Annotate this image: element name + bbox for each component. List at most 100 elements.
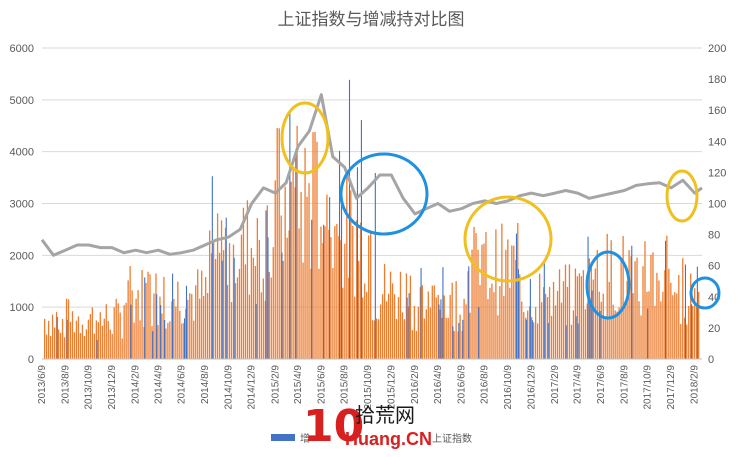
- bar-decrease: [308, 183, 310, 359]
- bar-decrease: [550, 315, 553, 359]
- bar-decrease: [630, 256, 632, 359]
- bar-decrease: [463, 298, 465, 359]
- bar-decrease: [230, 302, 233, 359]
- bar-increase: [406, 297, 408, 359]
- bar-decrease: [89, 314, 92, 359]
- bar-decrease: [686, 324, 688, 359]
- bar-decrease: [344, 243, 346, 359]
- bar-increase: [144, 277, 146, 359]
- bar-increase: [221, 260, 223, 359]
- bar-increase: [265, 210, 267, 359]
- x-tick-label: 2013/6/9: [37, 365, 48, 404]
- bar-decrease: [459, 314, 461, 359]
- bar-decrease: [628, 249, 630, 359]
- bar-increase: [591, 290, 593, 359]
- bar-decrease: [483, 243, 485, 359]
- bar-decrease: [298, 228, 300, 359]
- left-tick-label: 6000: [10, 43, 34, 55]
- bar-decrease: [622, 236, 624, 359]
- bar-decrease: [352, 225, 354, 359]
- bar-decrease: [316, 141, 318, 359]
- bar-decrease: [314, 131, 316, 359]
- bar-increase: [152, 331, 154, 359]
- bar-decrease: [479, 285, 481, 359]
- bar-increase: [56, 317, 58, 359]
- watermark-latin: Huang.CN: [345, 429, 432, 449]
- bar-decrease: [83, 336, 86, 359]
- bar-decrease: [121, 338, 123, 359]
- bar-decrease: [282, 260, 284, 359]
- bar-decrease: [698, 291, 700, 359]
- x-tick-label: 2017/12/9: [666, 365, 677, 410]
- bar-decrease: [415, 330, 418, 359]
- right-tick-label: 200: [708, 43, 726, 55]
- bar-decrease: [85, 329, 88, 359]
- bar-decrease: [143, 326, 145, 359]
- bar-decrease: [477, 249, 479, 359]
- bar-decrease: [147, 271, 149, 359]
- bar-decrease: [296, 125, 298, 359]
- bar-decrease: [457, 331, 459, 359]
- bar-decrease: [475, 233, 477, 359]
- bar-decrease: [381, 294, 384, 359]
- bar-decrease: [340, 240, 342, 359]
- bar-decrease: [608, 281, 610, 359]
- bar-decrease: [429, 307, 431, 359]
- bar-decrease: [375, 318, 378, 359]
- highlight-ellipse: [689, 276, 721, 310]
- bar-increase: [183, 318, 186, 359]
- bar-increase: [172, 273, 174, 359]
- bar-decrease: [570, 324, 573, 359]
- bar-decrease: [101, 325, 103, 359]
- bar-decrease: [61, 318, 64, 359]
- bar-decrease: [119, 312, 121, 359]
- bar-decrease: [272, 247, 274, 359]
- x-tick-label: 2015/4/9: [293, 365, 304, 404]
- x-tick-label: 2017/4/9: [573, 365, 584, 404]
- bar-decrease: [576, 276, 579, 359]
- bar-decrease: [87, 319, 90, 359]
- bar-decrease: [342, 287, 344, 359]
- bar-decrease: [264, 300, 266, 359]
- right-tick-label: 60: [708, 261, 720, 273]
- bar-decrease: [266, 205, 268, 359]
- x-tick-label: 2016/4/9: [433, 365, 444, 404]
- bar-increase: [420, 268, 422, 359]
- bar-increase: [478, 307, 480, 359]
- bar-decrease: [582, 270, 585, 359]
- bar-decrease: [682, 258, 684, 359]
- bar-series: [44, 79, 700, 360]
- bar-increase: [543, 261, 545, 359]
- bar-decrease: [69, 321, 72, 359]
- bar-decrease: [195, 285, 197, 359]
- bar-decrease: [652, 252, 654, 359]
- bar-decrease: [250, 248, 253, 359]
- bar-decrease: [155, 273, 157, 359]
- bar-decrease: [473, 226, 475, 359]
- bar-decrease: [135, 298, 137, 359]
- watermark-chinese: 拾荒网: [355, 403, 415, 427]
- bar-decrease: [419, 287, 422, 359]
- bar-decrease: [600, 301, 602, 359]
- bar-decrease: [103, 318, 105, 359]
- bar-decrease: [385, 301, 388, 359]
- left-tick-label: 5000: [10, 95, 34, 107]
- bar-decrease: [226, 284, 229, 359]
- x-tick-label: 2015/2/9: [270, 365, 281, 404]
- bar-decrease: [165, 328, 167, 359]
- bar-decrease: [425, 309, 427, 359]
- bar-increase: [525, 319, 527, 359]
- bar-increase: [565, 325, 567, 359]
- bar-decrease: [389, 271, 392, 359]
- bar-decrease: [258, 240, 260, 359]
- bar-decrease: [354, 296, 356, 359]
- bar-decrease: [568, 264, 571, 359]
- bar-decrease: [636, 257, 638, 359]
- bar-decrease: [566, 286, 569, 359]
- bar-decrease: [236, 277, 239, 359]
- bar-decrease: [350, 190, 352, 359]
- bar-decrease: [690, 273, 692, 359]
- bar-decrease: [177, 281, 179, 359]
- bar-decrease: [44, 318, 46, 359]
- bar-decrease: [680, 323, 682, 359]
